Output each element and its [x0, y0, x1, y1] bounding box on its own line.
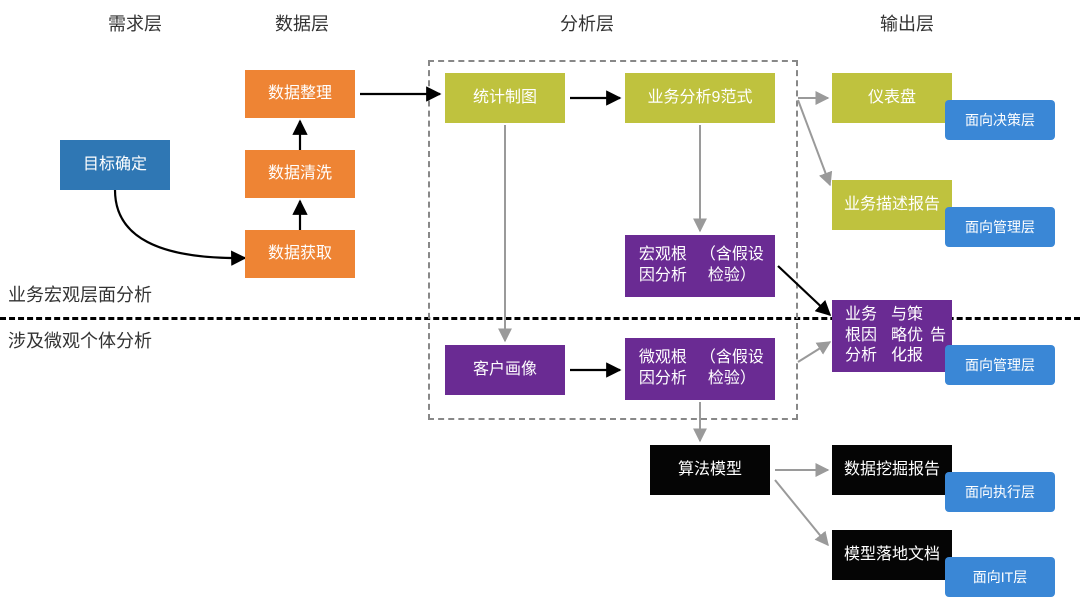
header-out: 输出层: [880, 10, 934, 36]
micro-root-box: 微观根因分析（含假设检验）: [625, 338, 775, 400]
portrait-box: 客户画像: [445, 345, 565, 395]
data-collect-box: 数据获取: [245, 230, 355, 278]
edge-e-algo-doc: [775, 480, 828, 545]
header-req: 需求层: [108, 10, 162, 36]
edge-e-goal-collect: [115, 190, 245, 258]
side-macro: 业务宏观层面分析: [8, 281, 152, 307]
data-org-box: 数据整理: [245, 70, 355, 118]
algo-box: 算法模型: [650, 445, 770, 495]
biz-desc-box: 业务描述报告: [832, 180, 952, 230]
header-ana: 分析层: [560, 10, 614, 36]
data-clean-box: 数据清洗: [245, 150, 355, 198]
model-doc-box: 模型落地文档: [832, 530, 952, 580]
edge-e-micro-report: [798, 342, 830, 362]
tag-decision: 面向决策层: [945, 100, 1055, 140]
header-data: 数据层: [275, 10, 329, 36]
tag-exec: 面向执行层: [945, 472, 1055, 512]
root-report-box: 业务根因分析与策略优化报告: [832, 300, 952, 372]
biz9-box: 业务分析9范式: [625, 73, 775, 123]
stat-chart-box: 统计制图: [445, 73, 565, 123]
tag-mgmt2: 面向管理层: [945, 345, 1055, 385]
side-micro: 涉及微观个体分析: [8, 327, 152, 353]
mining-report-box: 数据挖掘报告: [832, 445, 952, 495]
edge-e-biz9-desc: [798, 100, 830, 185]
goal-box: 目标确定: [60, 140, 170, 190]
tag-it: 面向IT层: [945, 557, 1055, 597]
tag-mgmt1: 面向管理层: [945, 207, 1055, 247]
macro-root-box: 宏观根因分析（含假设检验）: [625, 235, 775, 297]
dashboard-box: 仪表盘: [832, 73, 952, 123]
